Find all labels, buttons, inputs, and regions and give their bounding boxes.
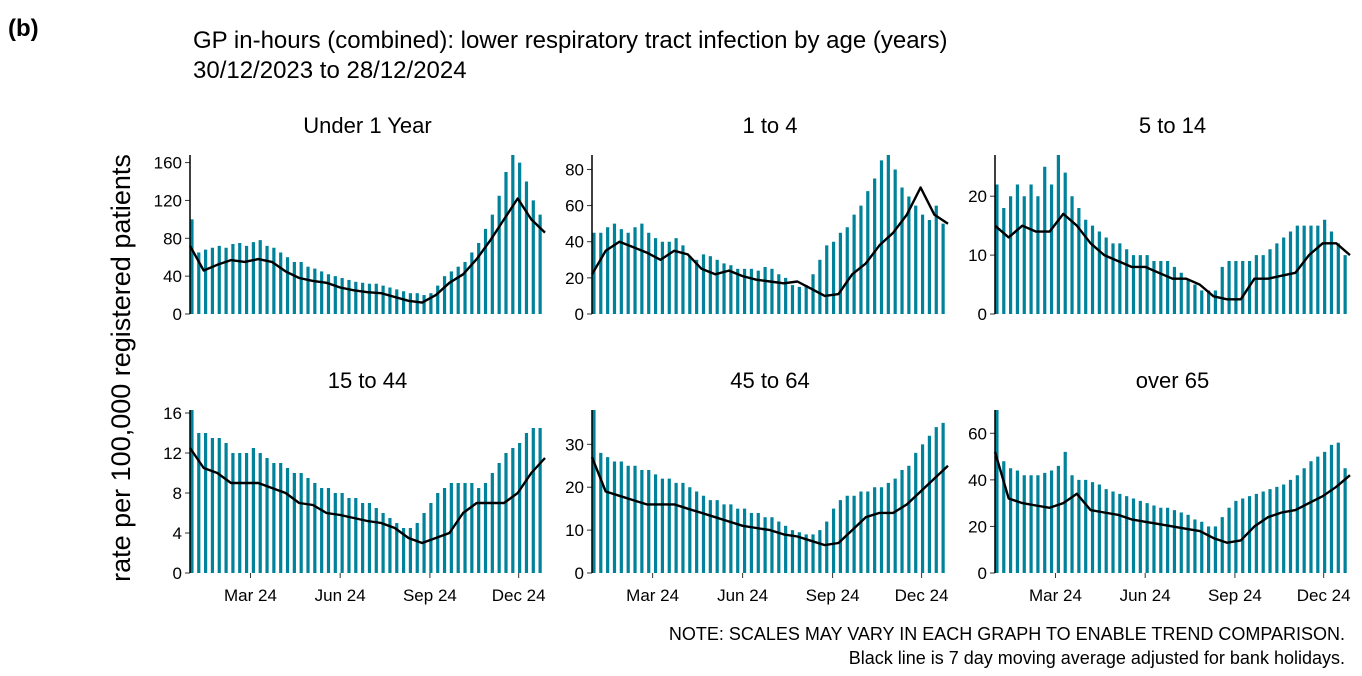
- y-tick-label: 120: [154, 191, 182, 210]
- y-tick-label: 20: [565, 269, 584, 288]
- moving-average-line: [189, 447, 546, 545]
- y-tick-label: 16: [163, 404, 182, 423]
- x-tick-label: Jun 24: [717, 586, 768, 605]
- y-tick-label: 40: [565, 233, 584, 252]
- note: Black line is 7 day moving average adjus…: [849, 648, 1345, 668]
- x-tick-label: Sep 24: [1208, 586, 1262, 605]
- x-tick-label: Mar 24: [626, 586, 679, 605]
- y-tick-label: 0: [173, 564, 182, 583]
- y-tick-label: 160: [154, 154, 182, 173]
- moving-average-line: [590, 456, 949, 547]
- y-tick-label: 20: [565, 478, 584, 497]
- x-tick-label: Jun 24: [315, 586, 366, 605]
- x-tick-label: Mar 24: [224, 586, 277, 605]
- x-tick-label: Sep 24: [806, 586, 860, 605]
- y-tick-label: 0: [173, 305, 182, 324]
- y-tick-label: 12: [163, 444, 182, 463]
- panel-title: 45 to 64: [730, 368, 810, 393]
- y-tick-label: 8: [173, 484, 182, 503]
- x-tick-label: Mar 24: [1029, 586, 1082, 605]
- y-tick-label: 0: [978, 305, 987, 324]
- moving-average-line: [994, 212, 1351, 301]
- y-tick-label: 60: [968, 424, 987, 443]
- moving-average-line: [188, 197, 546, 304]
- y-tick-label: 40: [163, 267, 182, 286]
- y-tick-label: 0: [575, 305, 584, 324]
- panel-title: 15 to 44: [328, 368, 408, 393]
- x-tick-label: Jun 24: [1120, 586, 1171, 605]
- y-tick-label: 20: [968, 187, 987, 206]
- y-tick-label: 40: [968, 471, 987, 490]
- x-tick-label: Sep 24: [403, 586, 457, 605]
- x-tick-label: Dec 24: [895, 586, 949, 605]
- chart-subtitle: 30/12/2023 to 28/12/2024: [193, 57, 467, 84]
- y-tick-label: 10: [968, 246, 987, 265]
- y-tick-label: 60: [565, 197, 584, 216]
- x-tick-label: Dec 24: [492, 586, 546, 605]
- y-tick-label: 0: [575, 564, 584, 583]
- panel-title: 5 to 14: [1139, 113, 1206, 138]
- moving-average-line: [993, 451, 1351, 544]
- y-tick-label: 4: [173, 524, 182, 543]
- panel-label: (b): [8, 15, 39, 42]
- y-axis-label: rate per 100,000 registered patients: [106, 154, 136, 582]
- panel-title: Under 1 Year: [303, 113, 431, 138]
- note: NOTE: SCALES MAY VARY IN EACH GRAPH TO E…: [669, 624, 1345, 644]
- y-tick-label: 10: [565, 521, 584, 540]
- y-tick-label: 20: [968, 517, 987, 536]
- chart-title: GP in-hours (combined): lower respirator…: [193, 27, 948, 54]
- y-tick-label: 0: [978, 564, 987, 583]
- y-tick-label: 80: [163, 229, 182, 248]
- x-tick-label: Dec 24: [1297, 586, 1351, 605]
- panel-title: over 65: [1136, 368, 1209, 393]
- panel-title: 1 to 4: [742, 113, 797, 138]
- y-tick-label: 80: [565, 160, 584, 179]
- y-tick-label: 30: [565, 435, 584, 454]
- moving-average-line: [590, 186, 949, 298]
